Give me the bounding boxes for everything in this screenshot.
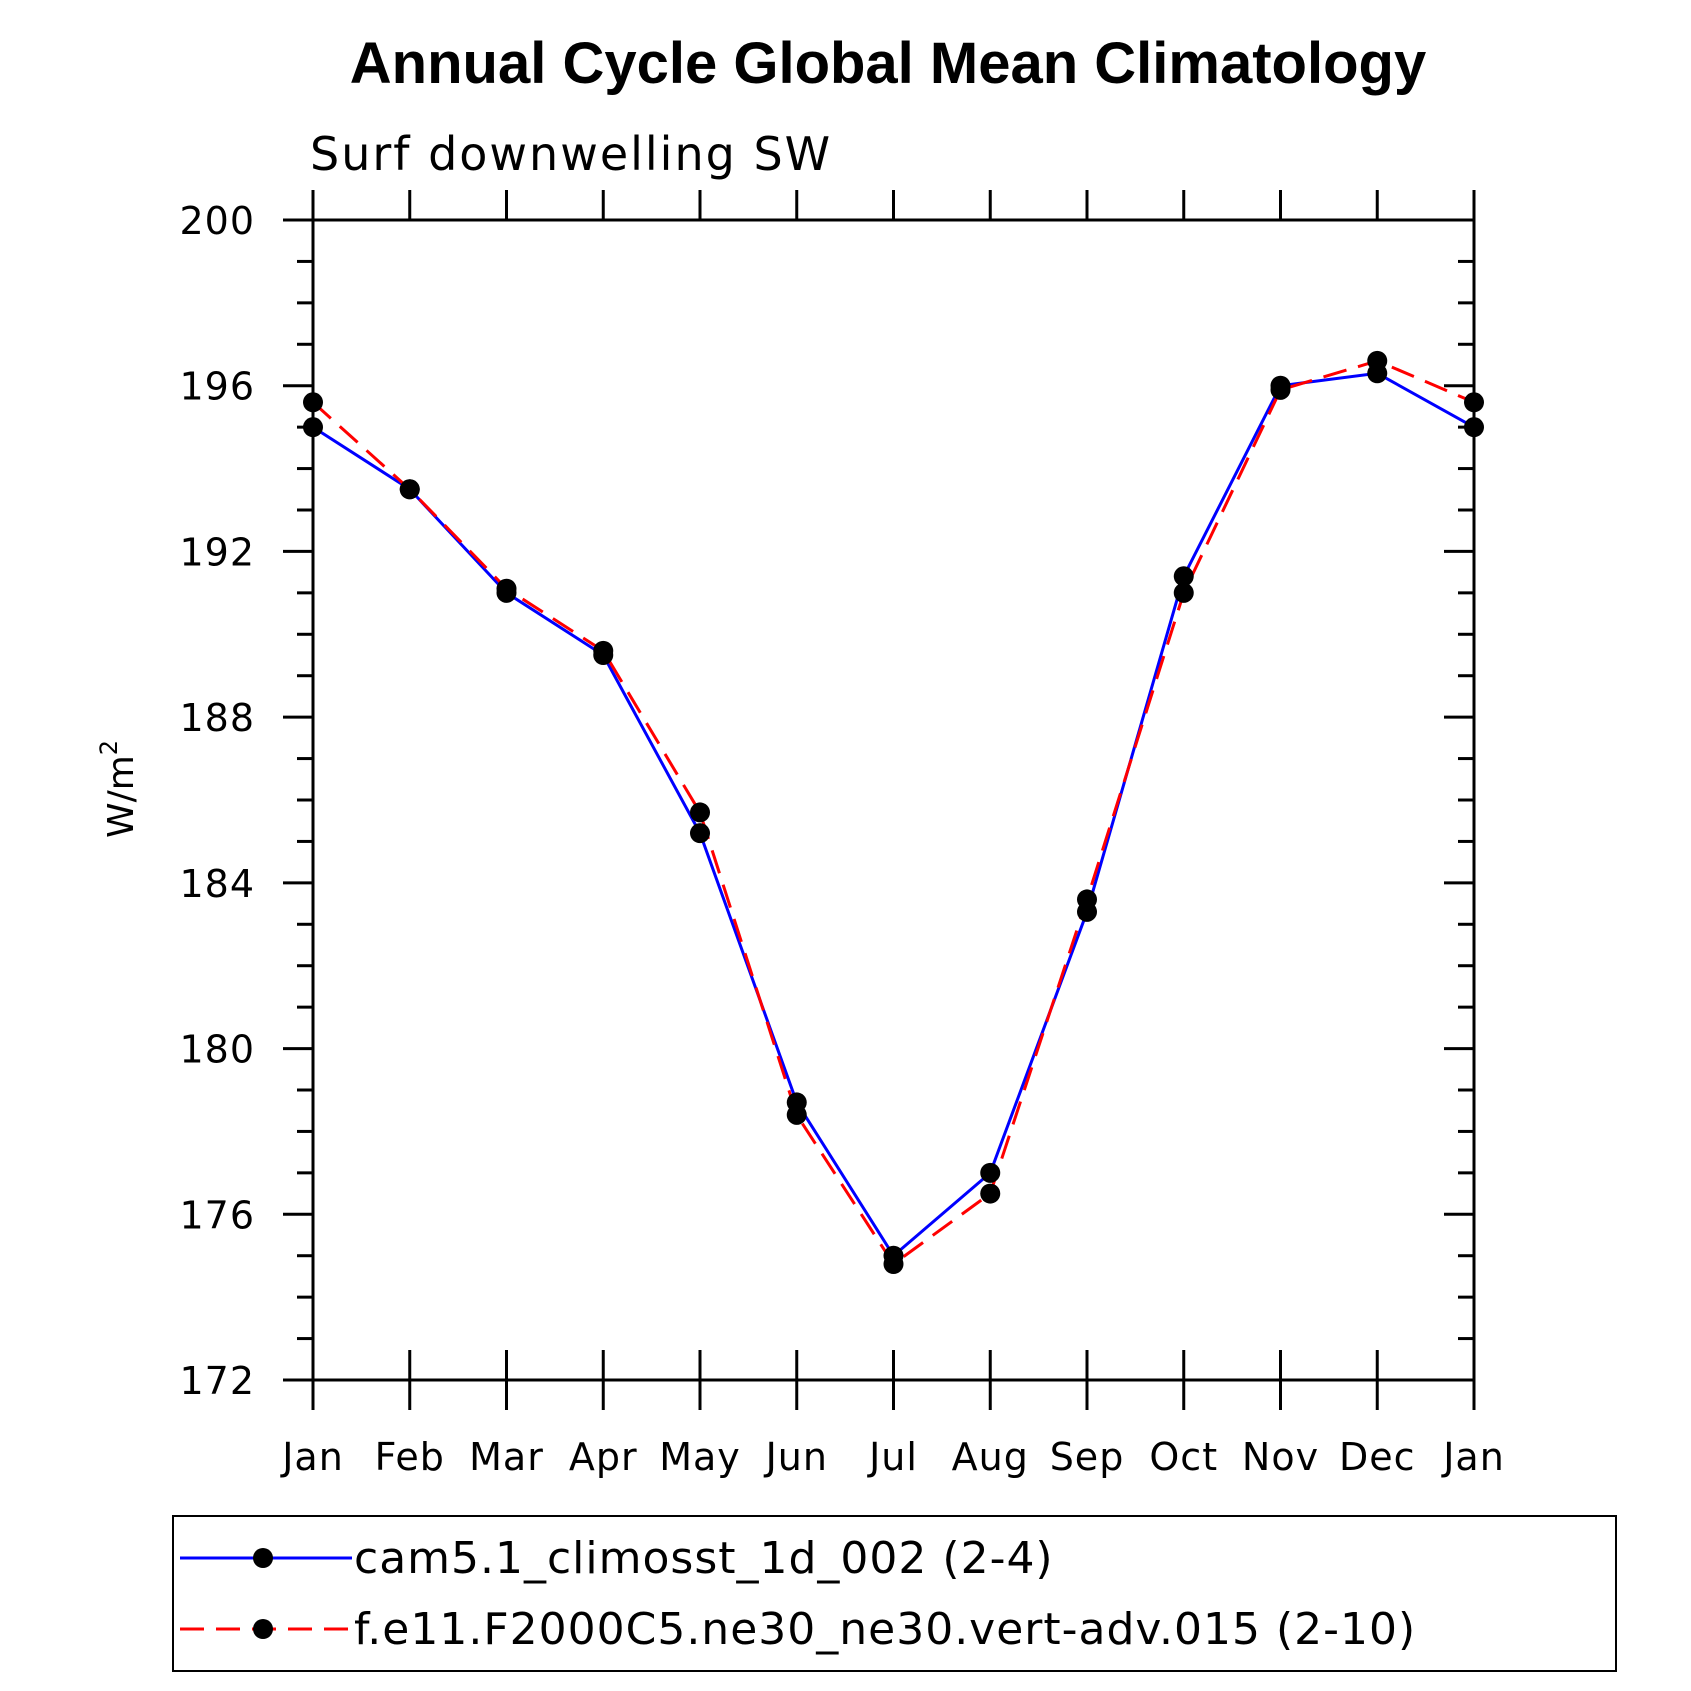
x-tick-label: Oct (1149, 1435, 1218, 1479)
y-axis-label: W/m2 (95, 740, 142, 838)
series-2-point (1270, 379, 1291, 400)
y-tick-label: 200 (179, 199, 255, 243)
x-tick-label: Mar (469, 1435, 544, 1479)
y-tick-label: 180 (179, 1028, 255, 1072)
y-axis-label-superscript: 2 (95, 740, 123, 755)
y-tick-label: 188 (179, 696, 255, 740)
x-tick-label: Aug (952, 1435, 1029, 1479)
y-tick-label: 196 (179, 365, 255, 409)
plot-border (311, 218, 1476, 1382)
x-tick-label: May (659, 1435, 741, 1479)
series-2-point (399, 479, 420, 500)
series-2-point (690, 802, 710, 823)
x-tick-label: Feb (375, 1435, 445, 1479)
series-2-point (1077, 889, 1097, 910)
x-tick-label: Sep (1050, 1435, 1125, 1479)
series-1-point (690, 823, 710, 844)
y-tick-label: 192 (179, 530, 255, 574)
series-2-point (593, 640, 614, 661)
chart-subtitle: Surf downwelling SW (310, 127, 832, 181)
legend-marker-1 (253, 1548, 273, 1568)
chart-title: Annual Cycle Global Mean Climatology (350, 31, 1426, 96)
series-1-point (980, 1162, 1001, 1183)
y-axis: 172 176 180 184 188 192 196 200 (179, 199, 1474, 1403)
x-tick-label: Jan (280, 1435, 344, 1479)
series-2-point (1367, 350, 1388, 371)
series-2-point (1464, 392, 1484, 413)
y-tick-label: 172 (179, 1359, 255, 1403)
series-1-point (1464, 417, 1484, 438)
series-1-point (1173, 566, 1194, 587)
x-tick-label: Jul (867, 1435, 918, 1479)
y-axis-label-text: W/m (101, 755, 142, 838)
x-tick-label: Nov (1242, 1435, 1319, 1479)
x-tick-label: Apr (569, 1435, 638, 1479)
series-2-point (786, 1104, 807, 1125)
series-1-point (303, 417, 323, 438)
legend: cam5.1_climosst_1d_002 (2-4) f.e11.F2000C… (172, 1515, 1617, 1672)
series-line-2 (311, 359, 1475, 1267)
series-2-point (303, 392, 323, 413)
x-axis: Jan Feb Mar Apr May Jun Jul Aug Sep Oct Nov Dec Jan (280, 190, 1505, 1479)
series-2-point (1173, 582, 1194, 603)
y-tick-label: 176 (179, 1193, 255, 1237)
x-tick-label: Dec (1339, 1435, 1416, 1479)
series-2-point (980, 1183, 1001, 1204)
series-2-point (496, 578, 517, 599)
y-tick-label: 184 (179, 862, 255, 906)
series-2-point (883, 1254, 904, 1274)
legend-label-2: f.e11.F2000C5.ne30_ne30.vert-adv.015 (2-… (354, 1604, 1416, 1655)
legend-label-1: cam5.1_climosst_1d_002 (2-4) (354, 1533, 1054, 1584)
x-tick-label: Jun (764, 1435, 828, 1479)
series-layer (303, 350, 1484, 1274)
x-tick-label: Jan (1441, 1435, 1505, 1479)
legend-box (172, 1515, 1617, 1672)
legend-marker-2 (253, 1619, 273, 1639)
plot-frame (311, 218, 1476, 1382)
series-line-1 (312, 371, 1475, 1258)
